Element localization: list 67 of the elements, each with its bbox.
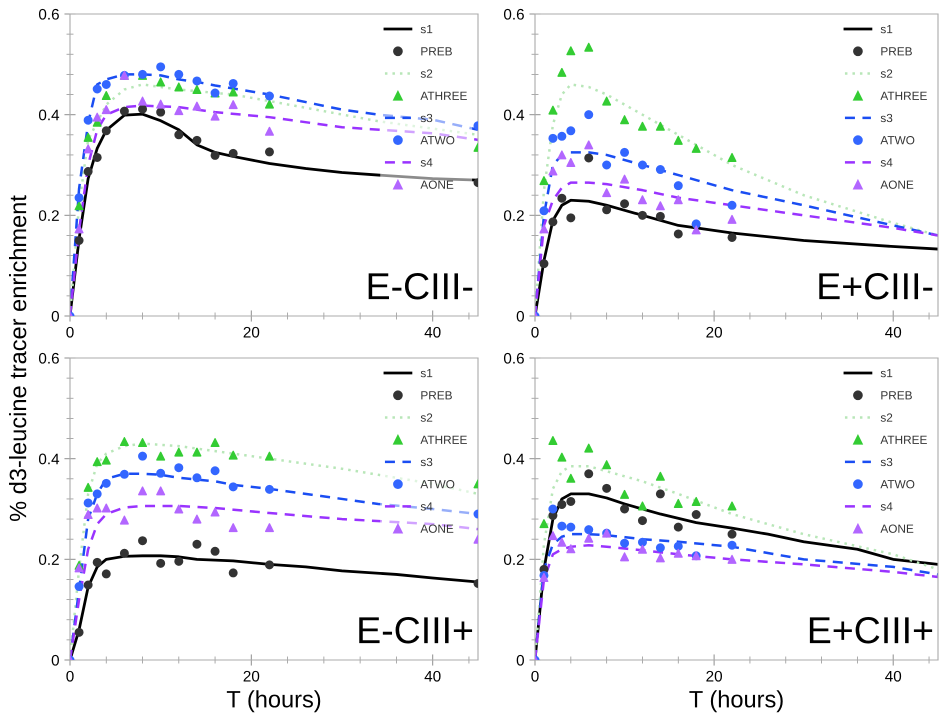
y-tick-label: 0.2: [38, 554, 59, 566]
legend-label: s4: [880, 158, 892, 167]
y-tick-label: 0.6: [504, 352, 524, 364]
legend-label: PREB: [421, 47, 452, 56]
legend-label: s1: [880, 25, 892, 34]
legend-label: s2: [880, 69, 892, 78]
legend-label: s4: [880, 502, 892, 511]
legend-label: PREB: [881, 391, 912, 400]
legend-label: s4: [420, 502, 432, 511]
legend-label: s1: [420, 25, 432, 34]
y-tick-label: 0: [52, 654, 59, 666]
y-axis-title: % d3-leucine tracer enrichment: [8, 195, 26, 522]
y-tick-label: 0: [516, 310, 524, 322]
y-tick-label: 0.2: [38, 210, 59, 222]
x-tick-label: 20: [244, 670, 260, 682]
legend-label: AONE: [880, 524, 914, 533]
legend-label: AONE: [420, 524, 454, 533]
legend-label: s1: [420, 369, 432, 378]
legend-label: AONE: [880, 180, 914, 189]
legend-label: s3: [420, 114, 432, 122]
annotation: E+CIII+: [810, 616, 932, 644]
legend-label: ATHREE: [880, 92, 927, 100]
x-tick-label: 0: [531, 326, 539, 338]
legend-label: s1: [880, 369, 892, 378]
legend-label: ATHREE: [880, 436, 927, 444]
legend-label: ATHREE: [420, 436, 467, 444]
x-tick-label: 40: [885, 326, 902, 338]
y-tick-label: 0.6: [504, 8, 524, 20]
y-tick-label: 0.6: [38, 8, 59, 20]
y-tick-label: 0: [52, 310, 59, 322]
y-tick-label: 0: [516, 654, 524, 666]
x-tick-label: 0: [66, 670, 74, 682]
legend-label: PREB: [421, 391, 452, 400]
y-tick-label: 0.4: [504, 454, 524, 464]
x-tick-label: 0: [531, 670, 539, 682]
legend-label: ATWO: [420, 480, 454, 488]
x-tick-label: 40: [424, 326, 441, 338]
annotation: E+CIII-: [819, 272, 932, 300]
annotation: E-CIII+: [359, 616, 472, 644]
legend-label: s3: [880, 458, 892, 466]
legend-label: ATWO: [420, 136, 454, 144]
legend-label: s2: [420, 413, 432, 422]
legend-label: ATHREE: [420, 92, 467, 100]
legend-label: ATWO: [880, 136, 914, 144]
legend-label: s3: [880, 114, 892, 122]
y-tick-label: 0.2: [504, 210, 524, 222]
legend-label: s2: [420, 69, 432, 78]
legend-label: ATWO: [880, 480, 914, 488]
x-tick-label: 20: [244, 326, 260, 338]
x-axis-title: T (hours): [226, 690, 320, 712]
x-axis-title: T (hours): [689, 690, 783, 712]
y-tick-label: 0.6: [38, 352, 59, 364]
legend-label: s2: [880, 413, 892, 422]
legend-label: AONE: [420, 180, 454, 189]
x-tick-label: 0: [66, 326, 74, 338]
legend-label: PREB: [881, 47, 912, 56]
y-tick-label: 0.4: [504, 110, 524, 120]
y-tick-label: 0.4: [38, 454, 60, 464]
x-tick-label: 40: [885, 670, 902, 682]
x-tick-label: 40: [424, 670, 441, 682]
y-tick-label: 0.2: [504, 554, 524, 566]
y-tick-label: 0.4: [38, 110, 60, 120]
annotation: E-CIII-: [368, 272, 472, 300]
x-tick-label: 20: [706, 670, 722, 682]
x-tick-label: 20: [706, 326, 722, 338]
legend-label: s3: [420, 458, 432, 466]
legend-label: s4: [420, 158, 432, 167]
